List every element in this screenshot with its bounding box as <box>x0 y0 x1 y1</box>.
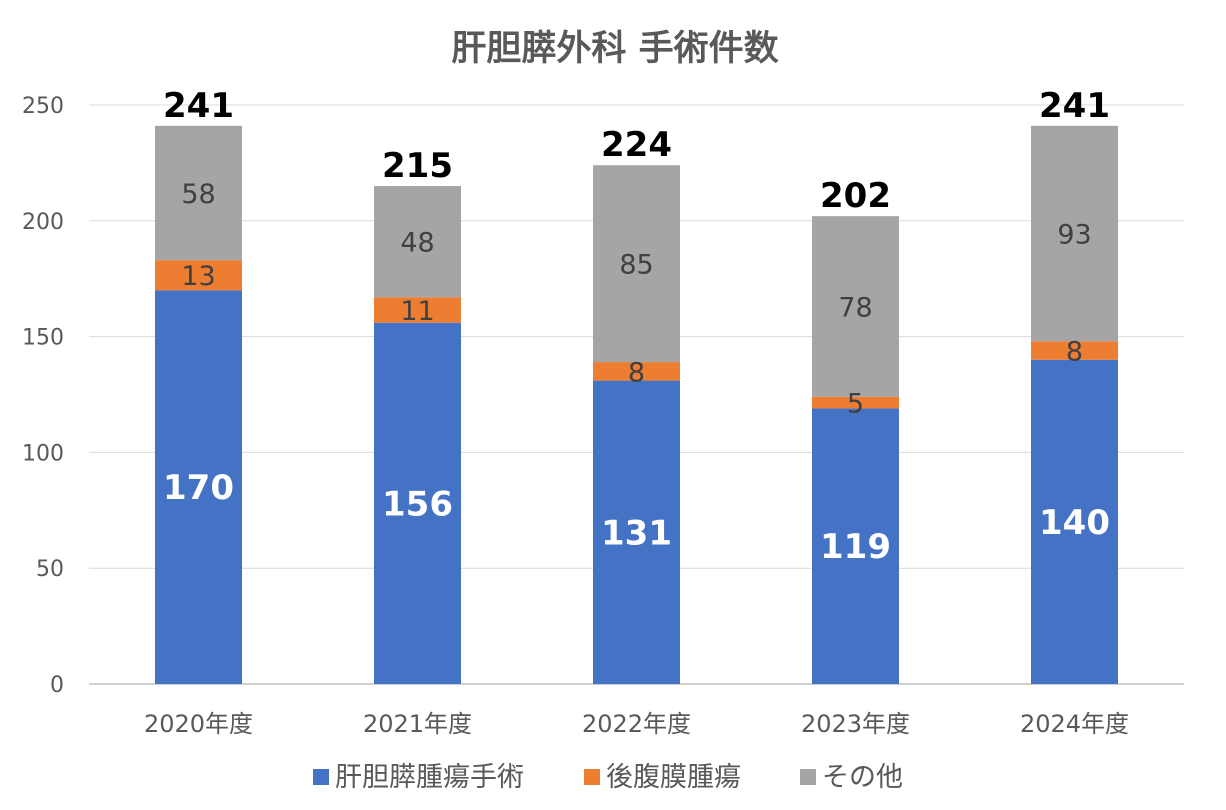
bar-segment <box>812 396 899 409</box>
data-label: 93 <box>1057 220 1091 251</box>
legend-swatch <box>313 769 329 785</box>
bar-segment <box>374 297 461 323</box>
bar-segment <box>155 290 242 684</box>
bar-segment <box>593 362 680 381</box>
bar-segment <box>1031 359 1118 684</box>
y-tick-label: 100 <box>22 441 64 466</box>
legend: 肝胆膵腫瘍手術 後腹膜腫瘍 その他 <box>313 762 903 793</box>
data-label: 48 <box>400 228 434 259</box>
bar-segment <box>155 260 242 291</box>
bar-segment <box>155 125 242 261</box>
data-label: 85 <box>619 250 653 281</box>
total-label: 241 <box>163 86 234 126</box>
bar-segment <box>593 380 680 684</box>
legend-label: その他 <box>822 762 903 793</box>
data-label: 119 <box>820 527 891 567</box>
x-tick-label: 2023年度 <box>801 710 910 738</box>
x-tick-label: 2021年度 <box>363 710 472 738</box>
bar-segment <box>812 408 899 684</box>
data-label: 8 <box>628 357 645 388</box>
y-tick-label: 50 <box>36 557 64 582</box>
x-axis-ticks: 2020年度 2021年度 2022年度 2023年度 2024年度 <box>144 710 1129 738</box>
data-label: 140 <box>1039 503 1110 543</box>
legend-label: 後腹膜腫瘍 <box>606 762 741 793</box>
bar-segment <box>1031 125 1118 342</box>
legend-label: 肝胆膵腫瘍手術 <box>335 762 524 793</box>
data-label: 58 <box>181 179 215 210</box>
total-label: 202 <box>820 176 891 216</box>
data-label: 78 <box>838 292 872 323</box>
y-tick-label: 0 <box>50 673 64 698</box>
legend-swatch <box>800 769 816 785</box>
y-tick-label: 150 <box>22 326 64 351</box>
bar-segment <box>812 216 899 397</box>
y-tick-label: 200 <box>22 210 64 235</box>
data-labels: 170 13 58 241 156 11 48 215 131 8 85 224 119 5 78 202 14… <box>163 86 1110 567</box>
data-label: 11 <box>400 296 434 327</box>
y-axis-ticks: 0 50 100 150 200 250 <box>22 94 64 698</box>
data-label: 8 <box>1066 336 1083 367</box>
chart-title: 肝胆膵外科 手術件数 <box>451 29 778 69</box>
total-label: 215 <box>382 146 453 186</box>
x-tick-label: 2022年度 <box>582 710 691 738</box>
data-label: 131 <box>601 513 672 553</box>
data-label: 5 <box>847 389 864 420</box>
total-label: 241 <box>1039 86 1110 126</box>
x-tick-label: 2024年度 <box>1020 710 1129 738</box>
data-label: 13 <box>181 261 215 292</box>
bar-segment <box>374 322 461 684</box>
bar-segment <box>1031 341 1118 360</box>
bars <box>155 125 1118 684</box>
x-tick-label: 2020年度 <box>144 710 253 738</box>
data-label: 156 <box>382 484 453 524</box>
y-tick-label: 250 <box>22 94 64 119</box>
total-label: 224 <box>601 125 672 165</box>
data-label: 170 <box>163 468 234 508</box>
bar-segment <box>374 186 461 298</box>
legend-swatch <box>584 769 600 785</box>
bar-segment <box>593 165 680 363</box>
